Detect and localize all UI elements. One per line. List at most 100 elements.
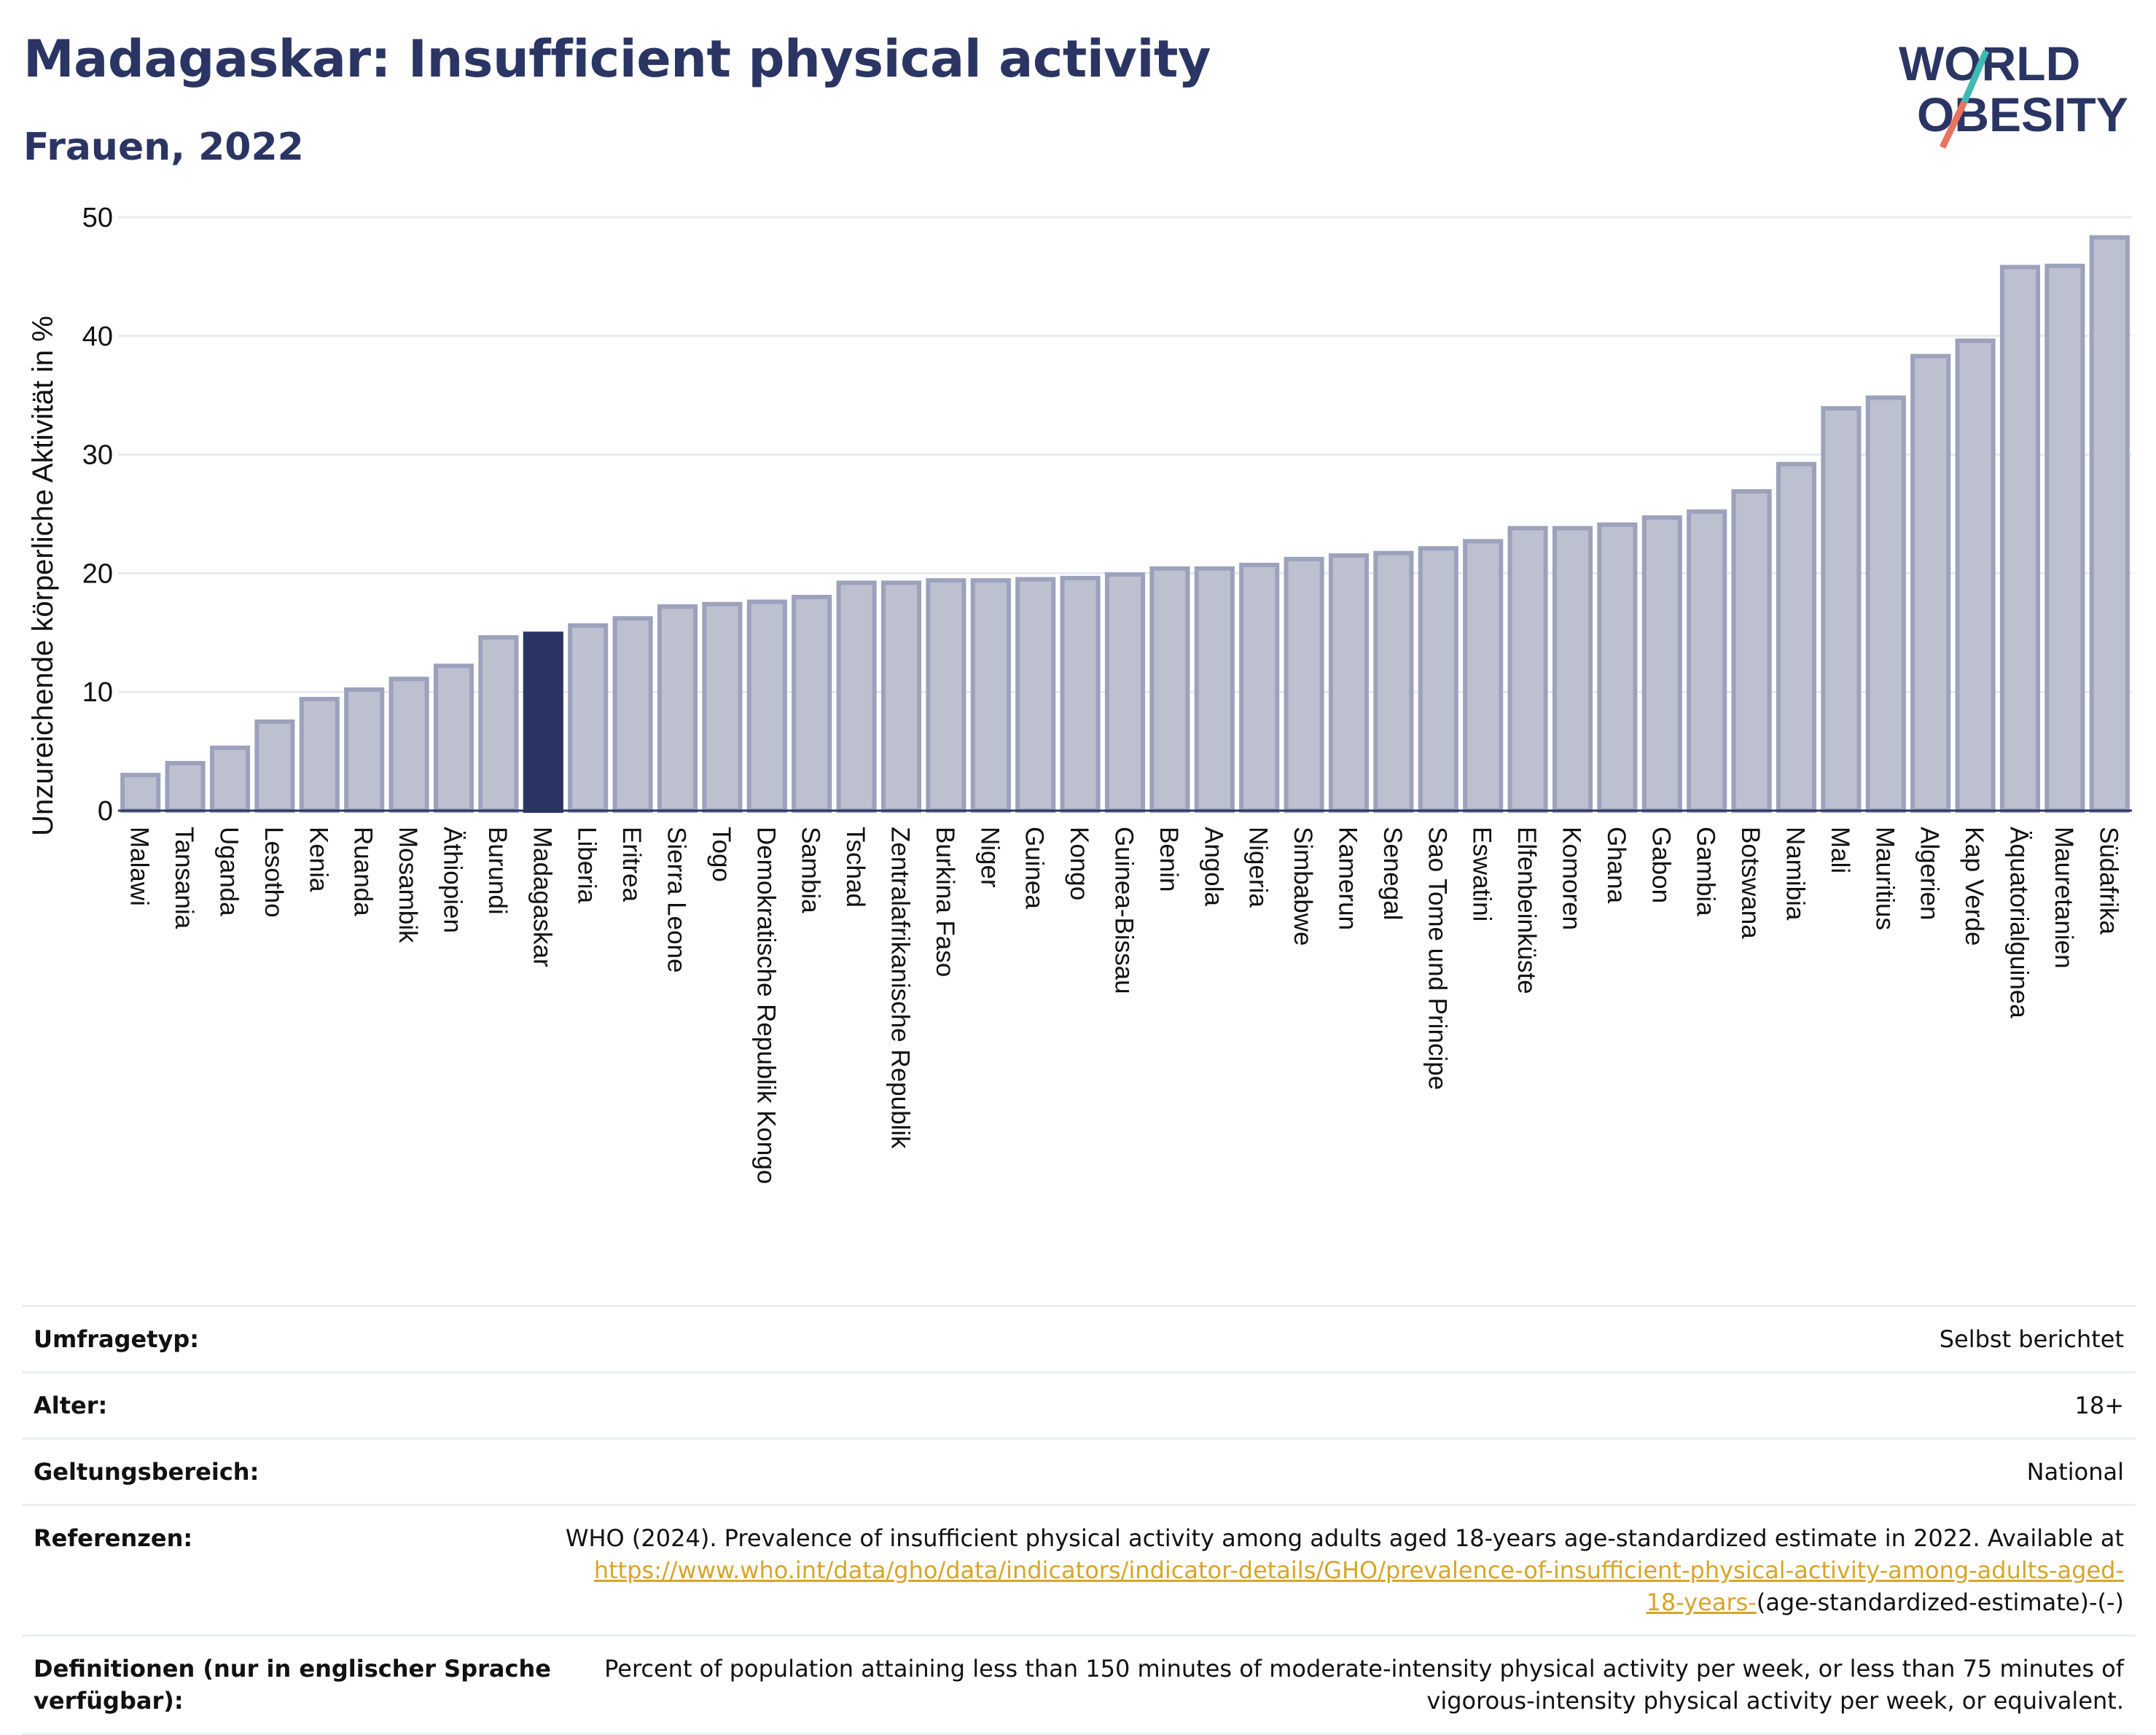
meta-label: Umfragetyp: — [34, 1325, 200, 1353]
y-tick-label: 40 — [82, 321, 113, 352]
bar — [478, 635, 519, 814]
x-tick-label: Gabon — [1647, 827, 1675, 903]
y-tick-label: 10 — [82, 677, 113, 708]
x-tick-label: Kenia — [304, 827, 332, 892]
reference-text: WHO (2024). Prevalence of insufficient p… — [565, 1524, 2124, 1552]
bar — [1060, 575, 1101, 813]
bar — [1641, 515, 1682, 813]
bar — [1776, 461, 1817, 814]
x-tick-label: Niger — [975, 827, 1004, 888]
x-tick-label: Äthiopien — [439, 827, 467, 933]
x-tick-label: Mauretanien — [2050, 827, 2078, 969]
x-tick-label: Burundi — [483, 827, 512, 915]
x-tick-label: Benin — [1155, 827, 1183, 892]
x-tick-label: Zentralafrikanische Republik — [886, 827, 915, 1149]
y-axis-label: Unzureichende körperliche Aktivität in % — [27, 316, 59, 836]
bar — [2044, 263, 2085, 813]
bar — [702, 601, 743, 814]
x-tick-label: Südafrika — [2094, 827, 2122, 935]
meta-row-scope: Geltungsbereich: National — [22, 1438, 2136, 1504]
bar — [1597, 522, 1638, 813]
meta-value: National — [2026, 1458, 2124, 1486]
x-tick-label: Guinea-Bissau — [1110, 827, 1138, 994]
logo-slash-teal — [1961, 50, 1990, 104]
x-tick-label: Malawi — [125, 827, 154, 906]
bar — [433, 663, 474, 813]
x-tick-label: Komoren — [1558, 827, 1586, 930]
meta-row-definitions: Definitionen (nur in englischer Sprache … — [22, 1634, 2136, 1735]
meta-row-age: Alter: 18+ — [22, 1371, 2136, 1438]
x-tick-label: Tansania — [170, 827, 198, 929]
bar — [120, 773, 161, 814]
bar — [1821, 406, 1862, 813]
bar — [1149, 566, 1190, 813]
x-tick-label: Ruanda — [349, 827, 378, 916]
chart-subtitle: Frauen, 2022 — [23, 125, 304, 169]
bar — [344, 687, 385, 813]
x-tick-label: Sao Tome und Principe — [1423, 827, 1451, 1090]
bar — [746, 599, 787, 813]
bar — [568, 623, 609, 813]
bar — [880, 580, 922, 813]
bar — [1239, 563, 1280, 814]
bar — [657, 604, 698, 813]
meta-label: Geltungsbereich: — [34, 1458, 259, 1486]
x-tick-label: Togo — [707, 827, 735, 882]
bar — [1910, 354, 1951, 813]
bars — [120, 235, 2130, 814]
bar — [1999, 265, 2041, 814]
bar-chart: 0 10 20 30 40 50 Unzureichende körperliche Ak… — [27, 203, 2132, 1184]
meta-label: Referenzen: — [34, 1524, 193, 1552]
x-tick-label: Elfenbeinküste — [1512, 827, 1541, 994]
x-tick-label: Sierra Leone — [663, 827, 691, 972]
bar — [1328, 553, 1370, 813]
bar — [926, 578, 966, 814]
x-tick-label: Lesotho — [259, 827, 288, 918]
bar — [299, 696, 340, 814]
logo-word-world: WORLD — [1899, 36, 2080, 90]
x-tick-label: Madagaskar — [528, 827, 556, 967]
x-tick-label: Burkina Faso — [931, 827, 959, 977]
x-tick-label: Sambia — [797, 827, 825, 913]
bar — [1418, 546, 1458, 813]
bar — [792, 594, 832, 814]
bar — [254, 719, 295, 814]
bar — [1507, 526, 1548, 813]
metadata-table: Umfragetyp: Selbst berichtet Alter: 18+ … — [22, 1305, 2136, 1735]
meta-value: Percent of population attaining less tha… — [604, 1655, 2124, 1715]
x-tick-label: Eritrea — [617, 827, 646, 902]
bar — [165, 760, 206, 814]
x-tick-label: Gambia — [1692, 827, 1720, 916]
meta-value-references: WHO (2024). Prevalence of insufficient p… — [558, 1522, 2124, 1618]
meta-row-references: Referenzen: WHO (2024). Prevalence of in… — [22, 1504, 2136, 1634]
bar — [1194, 566, 1235, 813]
x-tick-label: Mosambik — [394, 827, 422, 943]
meta-value: Selbst berichtet — [1939, 1325, 2124, 1353]
x-tick-label: Senegal — [1378, 827, 1407, 920]
y-tick-label: 30 — [82, 440, 113, 471]
x-tick-label: Ghana — [1602, 827, 1630, 904]
bar — [1731, 489, 1772, 813]
bar — [2089, 235, 2130, 813]
bar — [388, 677, 429, 813]
x-tick-label: Mauritius — [1870, 827, 1899, 930]
reference-link[interactable]: https://www.who.int/data/gho/data/indica… — [593, 1556, 2124, 1616]
x-tick-label: Kap Verde — [1960, 827, 1988, 946]
meta-value: 18+ — [2074, 1392, 2124, 1419]
meta-label: Alter: — [34, 1392, 108, 1419]
x-tick-label: Demokratische Republik Kongo — [751, 827, 780, 1184]
x-tick-label: Angola — [1199, 827, 1227, 907]
bar — [1463, 539, 1504, 813]
y-tick-label: 0 — [98, 796, 113, 827]
meta-row-survey-type: Umfragetyp: Selbst berichtet — [22, 1305, 2136, 1371]
x-tick-label: Uganda — [215, 827, 243, 916]
bar — [209, 745, 251, 813]
x-tick-label: Äquatorialguinea — [2005, 827, 2034, 1018]
x-axis-labels: Malawi Tansania Uganda Lesotho Kenia Ruanda Mo… — [125, 827, 2123, 1184]
x-tick-label: Botswana — [1736, 827, 1765, 939]
x-tick-label: Kongo — [1065, 827, 1093, 900]
y-tick-label: 20 — [82, 558, 113, 589]
bar — [1373, 550, 1414, 813]
bar — [1865, 395, 1906, 813]
meta-label: Definitionen (nur in englischer Sprache … — [34, 1655, 551, 1715]
